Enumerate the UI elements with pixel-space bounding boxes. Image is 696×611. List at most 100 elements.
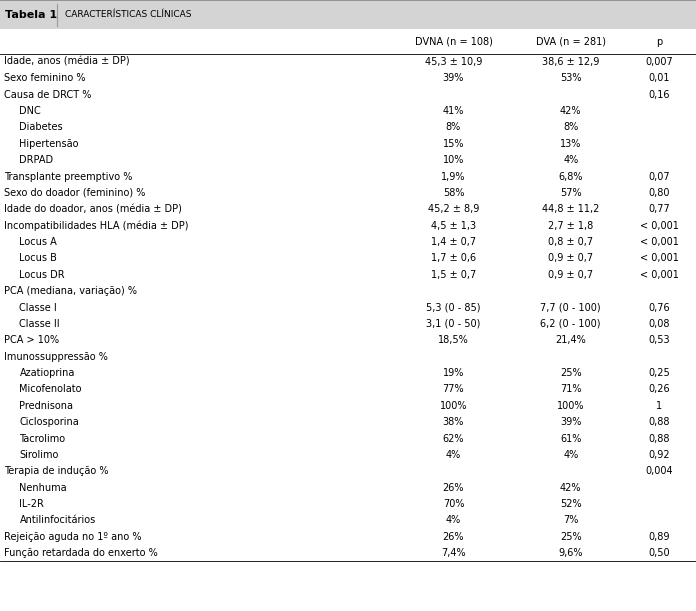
Text: 100%: 100% bbox=[440, 401, 467, 411]
Text: CARACTERÍSTICAS CLÍNICAS: CARACTERÍSTICAS CLÍNICAS bbox=[65, 10, 192, 19]
Text: 100%: 100% bbox=[557, 401, 585, 411]
Text: 0,01: 0,01 bbox=[649, 73, 670, 83]
Text: 15%: 15% bbox=[443, 139, 464, 149]
Text: Função retardada do enxerto %: Função retardada do enxerto % bbox=[4, 548, 158, 558]
Text: 45,2 ± 8,9: 45,2 ± 8,9 bbox=[428, 204, 479, 214]
Text: 13%: 13% bbox=[560, 139, 581, 149]
Text: DRPAD: DRPAD bbox=[19, 155, 54, 165]
Text: 3,1 (0 - 50): 3,1 (0 - 50) bbox=[426, 319, 481, 329]
Text: Tacrolimo: Tacrolimo bbox=[19, 434, 65, 444]
Text: 53%: 53% bbox=[560, 73, 581, 83]
Text: 0,50: 0,50 bbox=[649, 548, 670, 558]
Text: Prednisona: Prednisona bbox=[19, 401, 74, 411]
Text: 21,4%: 21,4% bbox=[555, 335, 586, 345]
Text: 39%: 39% bbox=[443, 73, 464, 83]
Text: 18,5%: 18,5% bbox=[438, 335, 469, 345]
Text: 1: 1 bbox=[656, 401, 663, 411]
Text: 7%: 7% bbox=[563, 516, 578, 525]
Text: 26%: 26% bbox=[443, 483, 464, 492]
Text: 0,9 ± 0,7: 0,9 ± 0,7 bbox=[548, 254, 593, 263]
Text: Transplante preemptivo %: Transplante preemptivo % bbox=[4, 172, 132, 181]
FancyBboxPatch shape bbox=[0, 562, 696, 611]
Text: Azatioprina: Azatioprina bbox=[19, 368, 75, 378]
FancyBboxPatch shape bbox=[0, 29, 696, 54]
Text: 6,2 (0 - 100): 6,2 (0 - 100) bbox=[541, 319, 601, 329]
Text: Ciclosporina: Ciclosporina bbox=[19, 417, 79, 427]
Text: 42%: 42% bbox=[560, 483, 581, 492]
Text: 19%: 19% bbox=[443, 368, 464, 378]
Text: 0,26: 0,26 bbox=[649, 384, 670, 395]
Text: 1,5 ± 0,7: 1,5 ± 0,7 bbox=[431, 270, 476, 280]
Text: Rejeição aguda no 1º ano %: Rejeição aguda no 1º ano % bbox=[4, 532, 142, 542]
Text: 41%: 41% bbox=[443, 106, 464, 116]
Text: Hipertensão: Hipertensão bbox=[19, 139, 79, 149]
Text: 25%: 25% bbox=[560, 368, 582, 378]
Text: Incompatibilidades HLA (média ± DP): Incompatibilidades HLA (média ± DP) bbox=[4, 221, 189, 231]
Text: 0,89: 0,89 bbox=[649, 532, 670, 542]
Text: 7,7 (0 - 100): 7,7 (0 - 100) bbox=[540, 302, 601, 313]
Text: 0,77: 0,77 bbox=[649, 204, 670, 214]
Text: 0,25: 0,25 bbox=[649, 368, 670, 378]
Text: 1,9%: 1,9% bbox=[441, 172, 466, 181]
Text: 0,53: 0,53 bbox=[649, 335, 670, 345]
Text: < 0,001: < 0,001 bbox=[640, 221, 679, 231]
Text: Idade do doador, anos (média ± DP): Idade do doador, anos (média ± DP) bbox=[4, 204, 182, 214]
Text: Tabela 1: Tabela 1 bbox=[5, 10, 57, 20]
Text: 0,76: 0,76 bbox=[649, 302, 670, 313]
Text: Nenhuma: Nenhuma bbox=[19, 483, 67, 492]
Text: 77%: 77% bbox=[443, 384, 464, 395]
Text: Sexo feminino %: Sexo feminino % bbox=[4, 73, 86, 83]
Text: 0,08: 0,08 bbox=[649, 319, 670, 329]
Text: < 0,001: < 0,001 bbox=[640, 254, 679, 263]
Text: 0,88: 0,88 bbox=[649, 434, 670, 444]
Text: 4%: 4% bbox=[446, 516, 461, 525]
Text: 38,6 ± 12,9: 38,6 ± 12,9 bbox=[542, 57, 599, 67]
Text: Locus A: Locus A bbox=[19, 237, 57, 247]
Text: 4%: 4% bbox=[563, 450, 578, 460]
Text: 62%: 62% bbox=[443, 434, 464, 444]
Text: 45,3 ± 10,9: 45,3 ± 10,9 bbox=[425, 57, 482, 67]
Text: 57%: 57% bbox=[560, 188, 582, 198]
Text: 1,7 ± 0,6: 1,7 ± 0,6 bbox=[431, 254, 476, 263]
Text: 8%: 8% bbox=[446, 122, 461, 133]
Text: Terapia de indução %: Terapia de indução % bbox=[4, 466, 109, 477]
Text: 61%: 61% bbox=[560, 434, 581, 444]
Text: 0,16: 0,16 bbox=[649, 90, 670, 100]
Text: 0,007: 0,007 bbox=[646, 57, 673, 67]
Text: 4%: 4% bbox=[446, 450, 461, 460]
Text: 70%: 70% bbox=[443, 499, 464, 509]
Text: 4%: 4% bbox=[563, 155, 578, 165]
Text: 0,07: 0,07 bbox=[649, 172, 670, 181]
Text: Classe I: Classe I bbox=[19, 302, 57, 313]
Text: 39%: 39% bbox=[560, 417, 581, 427]
Text: 5,3 (0 - 85): 5,3 (0 - 85) bbox=[426, 302, 481, 313]
Text: 9,6%: 9,6% bbox=[558, 548, 583, 558]
Text: 25%: 25% bbox=[560, 532, 582, 542]
Text: DNC: DNC bbox=[19, 106, 41, 116]
Text: 44,8 ± 11,2: 44,8 ± 11,2 bbox=[542, 204, 599, 214]
Text: Diabetes: Diabetes bbox=[19, 122, 63, 133]
Text: 52%: 52% bbox=[560, 499, 582, 509]
Text: 71%: 71% bbox=[560, 384, 581, 395]
Text: DVA (n = 281): DVA (n = 281) bbox=[536, 37, 606, 46]
Text: p: p bbox=[656, 37, 663, 46]
Text: 0,9 ± 0,7: 0,9 ± 0,7 bbox=[548, 270, 593, 280]
Text: Classe II: Classe II bbox=[19, 319, 60, 329]
Text: PCA > 10%: PCA > 10% bbox=[4, 335, 59, 345]
Text: 58%: 58% bbox=[443, 188, 464, 198]
Text: Micofenolato: Micofenolato bbox=[19, 384, 82, 395]
Text: < 0,001: < 0,001 bbox=[640, 270, 679, 280]
Text: Sexo do doador (feminino) %: Sexo do doador (feminino) % bbox=[4, 188, 145, 198]
Text: 0,004: 0,004 bbox=[646, 466, 673, 477]
Text: Imunossuppressão %: Imunossuppressão % bbox=[4, 352, 108, 362]
Text: 0,88: 0,88 bbox=[649, 417, 670, 427]
Text: 8%: 8% bbox=[563, 122, 578, 133]
Text: Causa de DRCT %: Causa de DRCT % bbox=[4, 90, 92, 100]
Text: 26%: 26% bbox=[443, 532, 464, 542]
Text: DVNA (n = 108): DVNA (n = 108) bbox=[415, 37, 492, 46]
Text: Antilinfocitários: Antilinfocitários bbox=[19, 516, 96, 525]
Text: 0,8 ± 0,7: 0,8 ± 0,7 bbox=[548, 237, 593, 247]
Text: 4,5 ± 1,3: 4,5 ± 1,3 bbox=[431, 221, 476, 231]
Text: 2,7 ± 1,8: 2,7 ± 1,8 bbox=[548, 221, 594, 231]
Text: Sirolimo: Sirolimo bbox=[19, 450, 59, 460]
